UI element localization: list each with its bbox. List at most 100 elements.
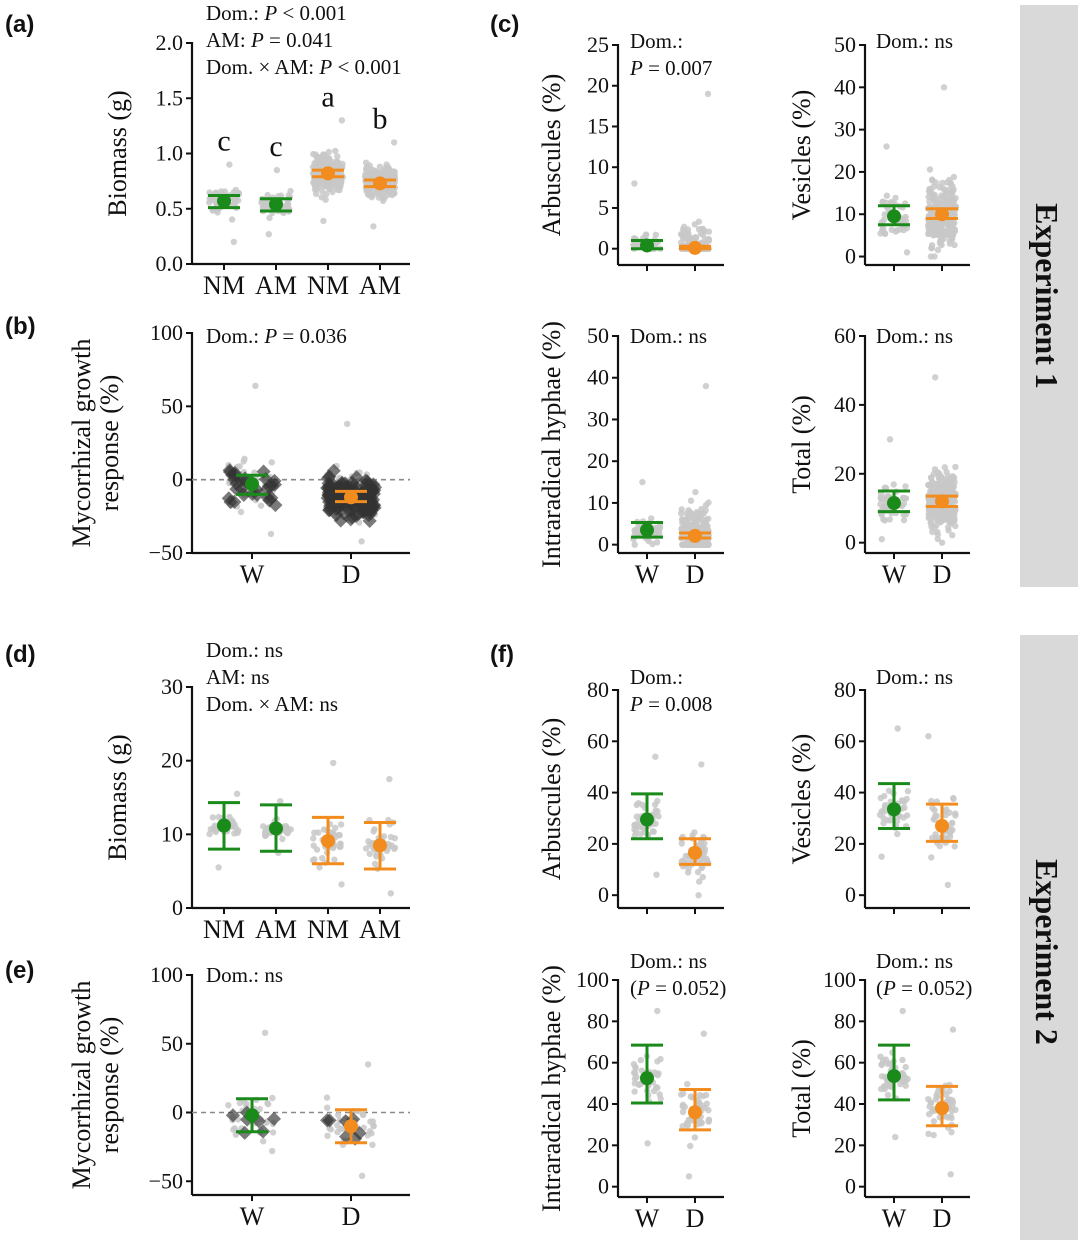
- data-point: [287, 826, 294, 833]
- data-point: [677, 510, 685, 517]
- data-point: [929, 486, 937, 493]
- data-point: [926, 1111, 933, 1118]
- mean-marker: [640, 1071, 654, 1086]
- y-tick-label: 100: [576, 967, 609, 992]
- data-point: [884, 1091, 892, 1099]
- data-point: [273, 166, 281, 174]
- significance-letter: c: [269, 130, 282, 163]
- panel-c2: 0 10 20 30 40 50 Vesicles (%) Dom.: ns: [787, 29, 970, 271]
- paired-data-point: [267, 473, 282, 488]
- y-tick-label: 10: [587, 490, 609, 515]
- y-tick-label: 20: [587, 1132, 609, 1157]
- data-point: [934, 246, 942, 254]
- annotation-fragment: AM: ns: [206, 665, 270, 689]
- panel-label-d: (d): [5, 641, 36, 668]
- data-point: [230, 1126, 237, 1133]
- data-point: [331, 163, 339, 170]
- data-point: [332, 824, 339, 831]
- annotation-text: Dom.: P < 0.001: [206, 1, 347, 25]
- data-point: [944, 1114, 951, 1121]
- mean-marker: [640, 523, 654, 538]
- data-point: [928, 189, 935, 197]
- data-point: [886, 516, 893, 523]
- data-point: [945, 524, 952, 531]
- data-point: [700, 1030, 707, 1037]
- annotation-fragment: = 0.007: [643, 56, 713, 80]
- data-point: [654, 1007, 661, 1015]
- y-tick-label: 20: [587, 448, 609, 473]
- data-point: [940, 84, 948, 91]
- data-point: [228, 216, 236, 223]
- data-point: [215, 864, 222, 871]
- data-point: [945, 478, 953, 485]
- data-point: [687, 497, 695, 504]
- data-point: [704, 90, 712, 98]
- data-point: [362, 159, 370, 166]
- data-point: [697, 839, 705, 846]
- data-point: [655, 813, 662, 820]
- data-point: [231, 821, 238, 828]
- data-point: [230, 238, 237, 246]
- y-axis-title: Biomass (g): [103, 90, 132, 216]
- y-tick-label: 20: [834, 461, 856, 486]
- data-point: [691, 221, 698, 228]
- data-point: [951, 843, 958, 850]
- data-point: [887, 199, 895, 206]
- data-point: [381, 169, 388, 176]
- y-tick-label: 10: [834, 201, 856, 226]
- y-tick-label: 80: [587, 1008, 609, 1033]
- data-point: [705, 1116, 713, 1123]
- significance-letter: c: [217, 125, 230, 158]
- data-point: [892, 194, 899, 202]
- y-axis-title: Mycorrhizal growth: [67, 981, 96, 1190]
- data-point: [902, 1063, 909, 1071]
- panel-c1: (c) 0 5 10 15 20 25 Arbuscules (%) Dom.: P = 0.00…: [490, 11, 724, 271]
- data-point: [631, 180, 638, 187]
- x-tick-label: W: [635, 560, 660, 589]
- y-tick-label: 40: [587, 1091, 609, 1116]
- annotation-text: Dom.:: [630, 29, 683, 53]
- data-point: [935, 470, 943, 477]
- data-point: [947, 518, 955, 526]
- annotation-fragment: P: [318, 55, 332, 79]
- data-point: [925, 733, 932, 740]
- data-point: [878, 536, 885, 543]
- mean-marker: [344, 490, 358, 505]
- annotation-text: Dom.: ns: [630, 949, 707, 973]
- data-point: [338, 881, 345, 888]
- data-point: [321, 179, 328, 186]
- x-tick-label: D: [933, 560, 952, 589]
- panel-c4: 0 20 40 60 Total (%) Dom.: ns W D: [787, 323, 970, 589]
- annotation-text: (P = 0.052): [630, 976, 726, 1000]
- annotation-fragment: Dom.: ns: [876, 324, 953, 348]
- data-point: [277, 192, 285, 199]
- y-tick-label: 100: [150, 962, 183, 987]
- x-tick-label: W: [240, 1202, 265, 1231]
- paired-data-point: [322, 469, 337, 484]
- data-point: [696, 1091, 703, 1099]
- annotation-fragment: = 0.052): [650, 976, 727, 1000]
- data-point: [940, 194, 947, 201]
- y-tick-label: 0: [172, 1100, 183, 1125]
- mean-marker: [688, 845, 702, 860]
- data-point: [320, 217, 327, 225]
- panel-e: (e) −50 0 50 100 Mycorrhizal growth response (…: [5, 957, 410, 1231]
- y-axis-title: Vesicles (%): [787, 90, 816, 221]
- data-point: [330, 759, 337, 767]
- x-tick-label: W: [882, 1204, 907, 1233]
- data-point: [266, 214, 273, 222]
- data-point: [324, 1132, 331, 1140]
- data-point: [899, 1056, 906, 1064]
- data-point: [687, 1142, 694, 1150]
- y-tick-label: 20: [587, 73, 609, 98]
- data-point: [927, 1099, 934, 1106]
- annotation-fragment: Dom.: ns: [630, 949, 707, 973]
- annotation-fragment: Dom. × AM:: [206, 55, 319, 79]
- data-point: [370, 1122, 377, 1130]
- x-tick-label: AM: [255, 271, 297, 300]
- data-point: [331, 856, 338, 863]
- data-point: [279, 835, 286, 843]
- data-point: [950, 173, 958, 181]
- data-point: [901, 804, 908, 811]
